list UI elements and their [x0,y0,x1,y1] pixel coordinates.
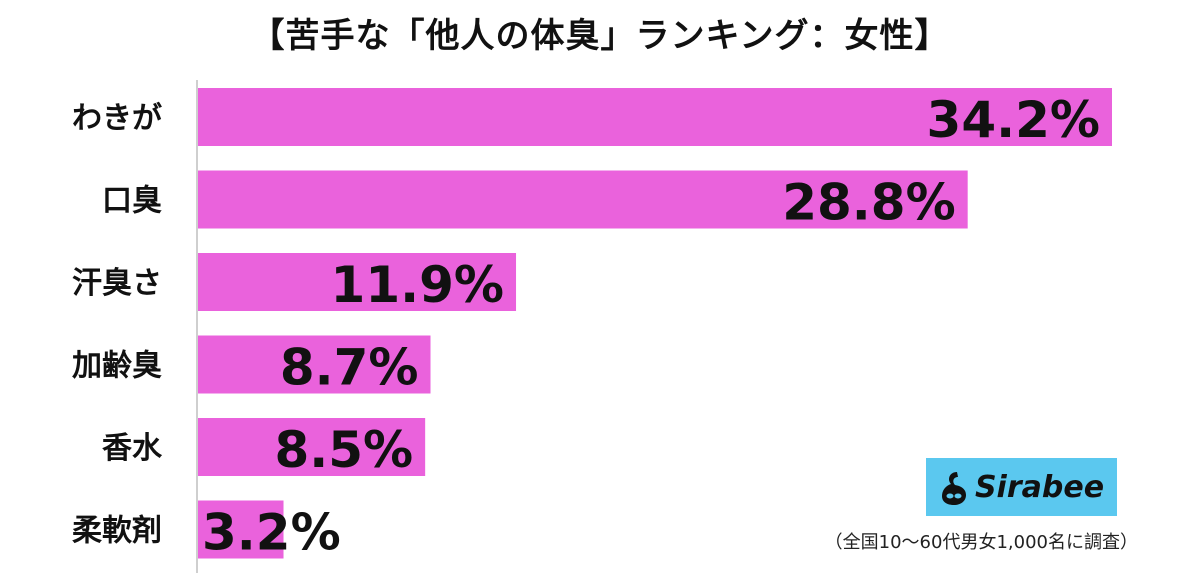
bar-6 [198,500,284,559]
bar-3 [198,253,517,311]
sirabee-logo: Sirabee [926,458,1117,516]
sirabee-logo-mark-icon [941,472,966,505]
sirabee-logo-text: Sirabee [974,469,1105,505]
category-label-5: 香水 [102,431,163,466]
category-label-4: 加齢臭 [72,349,162,384]
survey-note: （全国10〜60代男女1,000名に調査） [824,532,1138,553]
category-axis-line [196,80,198,573]
value-label-3: 11.9% [331,256,504,314]
value-label-4: 8.7% [280,339,419,397]
category-label-1: わきが [72,101,162,136]
value-label-6: 3.2% [202,504,341,562]
category-label-3: 汗臭さ [72,266,162,301]
value-label-2: 28.8% [782,174,955,232]
category-label-2: 口臭 [102,184,162,219]
chart-title: 【苦手な「他人の体臭」ランキング：女性】 [250,16,950,56]
value-label-1: 34.2% [927,91,1100,149]
bar-4 [198,335,431,394]
value-label-5: 8.5% [274,421,413,479]
bar-5 [198,418,426,476]
category-label-6: 柔軟剤 [72,514,162,549]
bar-2 [198,170,968,229]
bar-1 [198,88,1112,146]
